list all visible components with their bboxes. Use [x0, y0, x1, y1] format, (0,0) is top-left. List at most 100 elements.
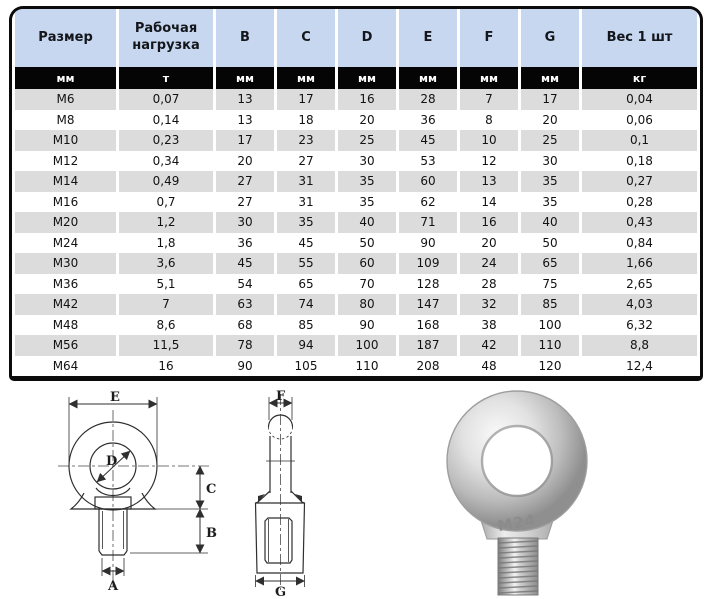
table-cell: 85: [277, 314, 335, 335]
table-cell: 16: [119, 355, 213, 376]
dim-label-E: E: [110, 390, 120, 405]
table-cell: 35: [521, 171, 579, 192]
table-cell: 147: [399, 294, 457, 315]
table-row: M20 1,2 30 35 40 71 16 40 0,43: [15, 212, 697, 233]
unit-header: мм: [216, 67, 274, 89]
table-cell: M24: [15, 232, 116, 253]
table-cell: 6,32: [582, 314, 697, 335]
table-cell: 63: [216, 294, 274, 315]
table-cell: 17: [216, 130, 274, 151]
table-row: M64 16 90 105 110 208 48 120 12,4: [15, 355, 697, 376]
table-cell: 5,1: [119, 273, 213, 294]
table-cell: 90: [338, 314, 396, 335]
table-row: M30 3,6 45 55 60 109 24 65 1,66: [15, 253, 697, 274]
dim-label-F: F: [276, 390, 286, 404]
unit-header: кг: [582, 67, 697, 89]
table-cell: 2,65: [582, 273, 697, 294]
table-cell: 7: [460, 89, 518, 110]
table-cell: 75: [521, 273, 579, 294]
table-cell: 53: [399, 150, 457, 171]
table-cell: 0,04: [582, 89, 697, 110]
table-cell: 128: [399, 273, 457, 294]
photo-ring: [447, 391, 587, 531]
column-header: E: [399, 9, 457, 67]
table-cell: 25: [521, 130, 579, 151]
table-cell: 80: [338, 294, 396, 315]
table-cell: 1,2: [119, 212, 213, 233]
table-cell: 42: [460, 335, 518, 356]
table-cell: M20: [15, 212, 116, 233]
table-cell: 0,1: [582, 130, 697, 151]
dim-label-G: G: [275, 585, 286, 599]
table-cell: M36: [15, 273, 116, 294]
table-cell: 31: [277, 191, 335, 212]
table-cell: 17: [277, 89, 335, 110]
table-cell: 4,03: [582, 294, 697, 315]
column-header: G: [521, 9, 579, 67]
table-row: M12 0,34 20 27 30 53 12 30 0,18: [15, 150, 697, 171]
table-cell: 12: [460, 150, 518, 171]
ring-section: [267, 414, 294, 428]
table-cell: 14: [460, 191, 518, 212]
column-header: Размер: [15, 9, 116, 67]
table-cell: 35: [338, 191, 396, 212]
table-cell: 30: [338, 150, 396, 171]
table-cell: 31: [277, 171, 335, 192]
table-cell: M42: [15, 294, 116, 315]
photo-threads: [498, 540, 538, 594]
table-cell: 0,34: [119, 150, 213, 171]
table-cell: M10: [15, 130, 116, 151]
table-cell: 68: [216, 314, 274, 335]
eyebolt-photo: M24: [446, 390, 588, 596]
table-cell: 17: [521, 89, 579, 110]
table-cell: 55: [277, 253, 335, 274]
column-header: Рабочая нагрузка: [119, 9, 213, 67]
table-cell: 36: [216, 232, 274, 253]
table-cell: 78: [216, 335, 274, 356]
thread-hole: [264, 517, 293, 564]
dimensions-table: Размер Рабочая нагрузка B C D E F G Вес 1 шт мм т м…: [9, 6, 703, 381]
table-cell: 187: [399, 335, 457, 356]
table-cell: 60: [399, 171, 457, 192]
table-cell: M56: [15, 335, 116, 356]
table-cell: 18: [277, 109, 335, 130]
table-cell: 23: [277, 130, 335, 151]
unit-header: мм: [521, 67, 579, 89]
table-row: M56 11,5 78 94 100 187 42 110 8,8: [15, 335, 697, 356]
table-cell: 32: [460, 294, 518, 315]
table-cell: 40: [521, 212, 579, 233]
unit-header: мм: [277, 67, 335, 89]
front-view-drawing: E D C B A: [58, 390, 217, 594]
table-cell: 110: [338, 355, 396, 376]
table-row: M14 0,49 27 31 35 60 13 35 0,27: [15, 171, 697, 192]
table-cell: 45: [399, 130, 457, 151]
table-cell: M14: [15, 171, 116, 192]
table-cell: 45: [216, 253, 274, 274]
table-cell: M8: [15, 109, 116, 130]
table-cell: 120: [521, 355, 579, 376]
table-row: M6 0,07 13 17 16 28 7 17 0,04: [15, 89, 697, 110]
table-cell: 62: [399, 191, 457, 212]
left-notch: [258, 494, 265, 502]
dim-label-C: C: [206, 482, 216, 497]
table-cell: 65: [521, 253, 579, 274]
table-cell: 0,18: [582, 150, 697, 171]
table-cell: 13: [216, 89, 274, 110]
table-cell: 1,8: [119, 232, 213, 253]
table-cell: 85: [521, 294, 579, 315]
table-cell: 0,7: [119, 191, 213, 212]
table-cell: 0,84: [582, 232, 697, 253]
table-cell: 0,49: [119, 171, 213, 192]
table-cell: 50: [521, 232, 579, 253]
table-cell: 16: [460, 212, 518, 233]
table-cell: 0,23: [119, 130, 213, 151]
table-cell: 100: [521, 314, 579, 335]
table-row: M36 5,1 54 65 70 128 28 75 2,65: [15, 273, 697, 294]
stamp-plate: [94, 496, 132, 510]
dim-label-B: B: [206, 526, 217, 541]
collar-curve: [95, 487, 131, 497]
table-cell: 36: [399, 109, 457, 130]
table-cell: M6: [15, 89, 116, 110]
table-cell: 16: [338, 89, 396, 110]
